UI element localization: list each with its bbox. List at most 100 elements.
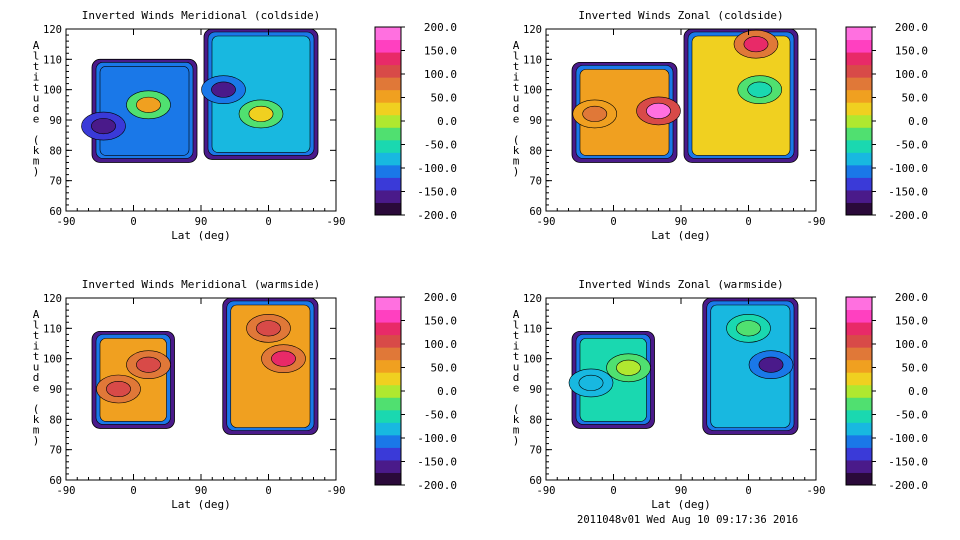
y-tick-label: 90 (529, 384, 542, 396)
colorbar-swatch (846, 64, 872, 78)
colorbar-swatch (846, 139, 872, 153)
colorbar-swatch (375, 164, 401, 178)
colorbar-tick-label: -200.0 (417, 209, 457, 222)
contour-region (571, 61, 681, 163)
colorbar-swatch (375, 114, 401, 128)
y-tick-label: 110 (523, 323, 542, 335)
colorbar-swatch (375, 297, 401, 311)
colorbar-tick-label: -100.0 (888, 432, 928, 445)
contour-feature-core (136, 96, 161, 113)
x-tick-label: 0 (265, 485, 271, 497)
y-tick-label: 120 (523, 24, 542, 36)
colorbar-tick-label: 150.0 (424, 315, 457, 328)
colorbar-tick-label: 50.0 (902, 92, 929, 105)
colorbar-swatch (375, 322, 401, 336)
colorbar-tick-label: -50.0 (424, 409, 457, 422)
colorbar-swatch (375, 152, 401, 166)
y-tick-label: 100 (523, 85, 542, 97)
contour-region (222, 297, 319, 435)
x-tick-label: 0 (745, 485, 751, 497)
x-tick-label: -90 (57, 216, 76, 228)
colorbar-tick-label: -50.0 (895, 139, 928, 152)
x-tick-label: 0 (130, 485, 136, 497)
colorbar-swatch (375, 447, 401, 461)
y-tick-label: 120 (43, 24, 62, 36)
contour-feature-core (747, 81, 773, 98)
y-tick-label: 110 (43, 323, 62, 335)
y-tick-label: 60 (529, 206, 542, 218)
contour-feature-core (582, 105, 608, 122)
y-tick-label: 110 (43, 54, 62, 66)
x-axis-label: Lat (deg) (651, 229, 711, 242)
x-axis-label: Lat (deg) (651, 498, 711, 511)
colorbar-swatch (375, 359, 401, 373)
x-tick-label: -90 (57, 485, 76, 497)
colorbar-swatch (375, 189, 401, 203)
colorbar-swatch (375, 347, 401, 361)
chart-title: Inverted Winds Meridional (warmside) (82, 278, 320, 291)
colorbar-swatch (846, 372, 872, 386)
footer-timestamp: 2011048v01 Wed Aug 10 09:17:36 2016 (577, 514, 799, 526)
colorbar-tick-label: 0.0 (437, 115, 457, 128)
contour-region (568, 330, 655, 429)
colorbar-tick-label: 50.0 (431, 362, 458, 375)
colorbar-tick-label: -150.0 (417, 456, 457, 469)
x-axis-label: Lat (deg) (171, 229, 231, 242)
x-tick-label: 0 (265, 216, 271, 228)
colorbar-swatch (375, 39, 401, 53)
chart-panel-3: Inverted Winds Meridional (warmside) -90 0… (33, 278, 457, 511)
contour-region (201, 28, 319, 160)
contour-feature-core (743, 36, 769, 53)
colorbar-tick-label: 150.0 (895, 45, 928, 58)
colorbar-swatch (846, 434, 872, 448)
colorbar: 200.0 150.0 100.0 50.0 0.0 -50.0 -100.0 -150.0 -… (374, 291, 458, 492)
colorbar-swatch (375, 52, 401, 66)
colorbar-tick-label: 200.0 (424, 291, 457, 304)
y-tick-label: 80 (529, 145, 542, 157)
colorbar-tick-label: 100.0 (895, 338, 928, 351)
colorbar-tick-label: -150.0 (417, 186, 457, 199)
y-tick-label: 70 (529, 445, 542, 457)
colorbar-tick-label: 100.0 (424, 68, 457, 81)
colorbar-swatch (846, 189, 872, 203)
colorbar: 200.0 150.0 100.0 50.0 0.0 -50.0 -100.0 -150.0 -… (845, 21, 929, 222)
x-tick-label: 0 (610, 485, 616, 497)
colorbar-tick-label: 100.0 (895, 68, 928, 81)
colorbar-swatch (846, 202, 872, 216)
colorbar-swatch (375, 397, 401, 411)
colorbar-tick-label: 150.0 (895, 315, 928, 328)
colorbar-swatch (375, 202, 401, 216)
x-tick-label: -90 (537, 216, 556, 228)
colorbar-swatch (375, 309, 401, 323)
x-tick-label: -90 (327, 485, 346, 497)
x-tick-label: -90 (537, 485, 556, 497)
contour-feature-core (136, 356, 161, 373)
chart-title: Inverted Winds Zonal (warmside) (578, 278, 783, 291)
contour-feature-core (616, 359, 641, 376)
colorbar-swatch (846, 384, 872, 398)
x-tick-label: 90 (675, 216, 688, 228)
y-tick-label: 90 (49, 384, 62, 396)
x-tick-label: 0 (745, 216, 751, 228)
colorbar-swatch (375, 409, 401, 423)
colorbar-swatch (846, 359, 872, 373)
y-tick-label: 80 (529, 414, 542, 426)
contour-feature-core (646, 102, 671, 119)
x-tick-label: 0 (610, 216, 616, 228)
x-tick-label: -90 (327, 216, 346, 228)
contour-feature-core (91, 118, 116, 135)
y-tick-label: 80 (49, 145, 62, 157)
colorbar-swatch (846, 77, 872, 91)
colorbar-swatch (846, 459, 872, 473)
contour-feature-core (758, 356, 784, 373)
colorbar-swatch (846, 472, 872, 486)
contour-feature-core (248, 105, 274, 122)
colorbar-tick-label: -50.0 (895, 409, 928, 422)
y-tick-label: 90 (529, 115, 542, 127)
colorbar-swatch (375, 64, 401, 78)
colorbar-tick-label: -150.0 (888, 456, 928, 469)
colorbar-swatch (375, 177, 401, 191)
